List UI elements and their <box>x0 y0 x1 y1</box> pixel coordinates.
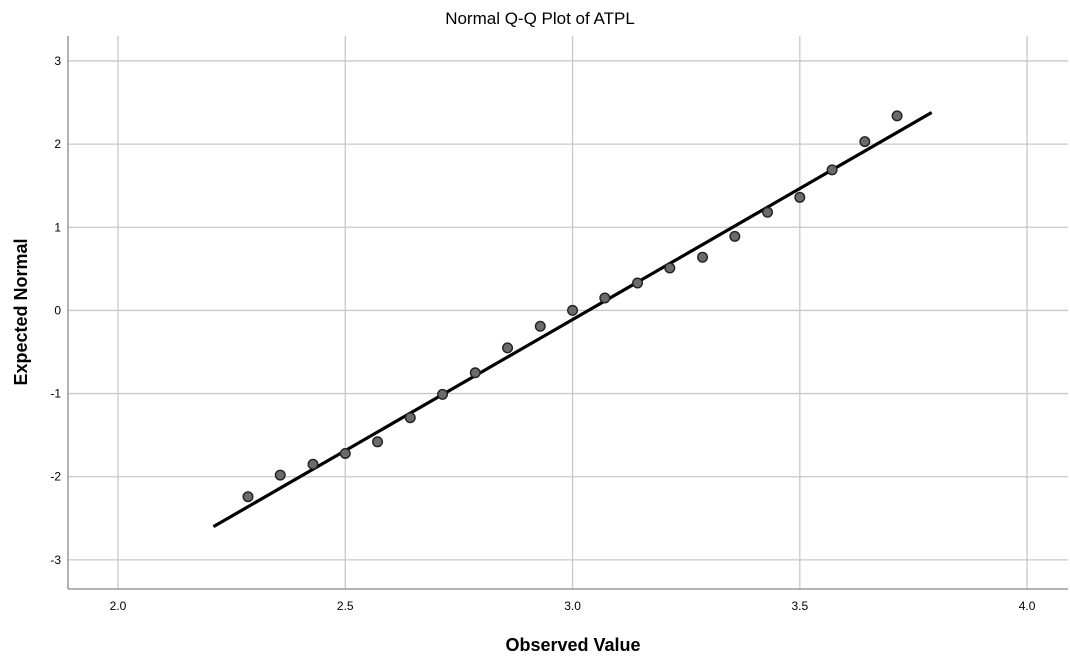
data-point <box>891 110 903 122</box>
data-point <box>404 412 416 424</box>
x-tick-label: 2.0 <box>110 599 127 613</box>
x-tick-label: 3.5 <box>791 599 808 613</box>
data-point <box>437 388 449 400</box>
x-tick-label: 4.0 <box>1019 599 1036 613</box>
data-point <box>469 367 481 379</box>
data-point <box>599 292 611 304</box>
axes <box>67 36 1068 590</box>
y-tick-label: 0 <box>54 303 61 317</box>
data-point <box>697 251 709 263</box>
data-points <box>242 110 903 503</box>
y-tick-label: -3 <box>50 553 61 567</box>
data-point <box>534 320 546 332</box>
reference-line-layer <box>212 111 933 529</box>
x-tick-label: 3.0 <box>564 599 581 613</box>
data-point <box>632 277 644 289</box>
data-point <box>274 469 286 481</box>
y-tick-label: -1 <box>50 387 61 401</box>
data-point <box>826 164 838 176</box>
data-point <box>242 491 254 503</box>
y-tick-label: 1 <box>54 220 61 234</box>
reference-line <box>212 111 933 529</box>
x-tick-label: 2.5 <box>337 599 354 613</box>
data-point <box>502 342 514 354</box>
data-point <box>307 458 319 470</box>
y-tick-label: 3 <box>54 54 61 68</box>
data-point <box>859 136 871 148</box>
data-point <box>372 436 384 448</box>
y-tick-label: 2 <box>54 137 61 151</box>
tick-labels: 2.0 2.5 3.0 3.5 4.0 3 2 1 0 -1 -2 -3 <box>50 54 1035 613</box>
chart-title: Normal Q-Q Plot of ATPL <box>445 9 635 28</box>
data-point <box>762 206 774 218</box>
data-point <box>339 447 351 459</box>
data-point <box>794 191 806 203</box>
y-tick-label: -2 <box>50 470 61 484</box>
data-point <box>729 230 741 242</box>
data-point <box>664 262 676 274</box>
x-axis-title: Observed Value <box>505 635 640 655</box>
y-axis-title: Expected Normal <box>11 238 31 385</box>
data-point <box>567 304 579 316</box>
